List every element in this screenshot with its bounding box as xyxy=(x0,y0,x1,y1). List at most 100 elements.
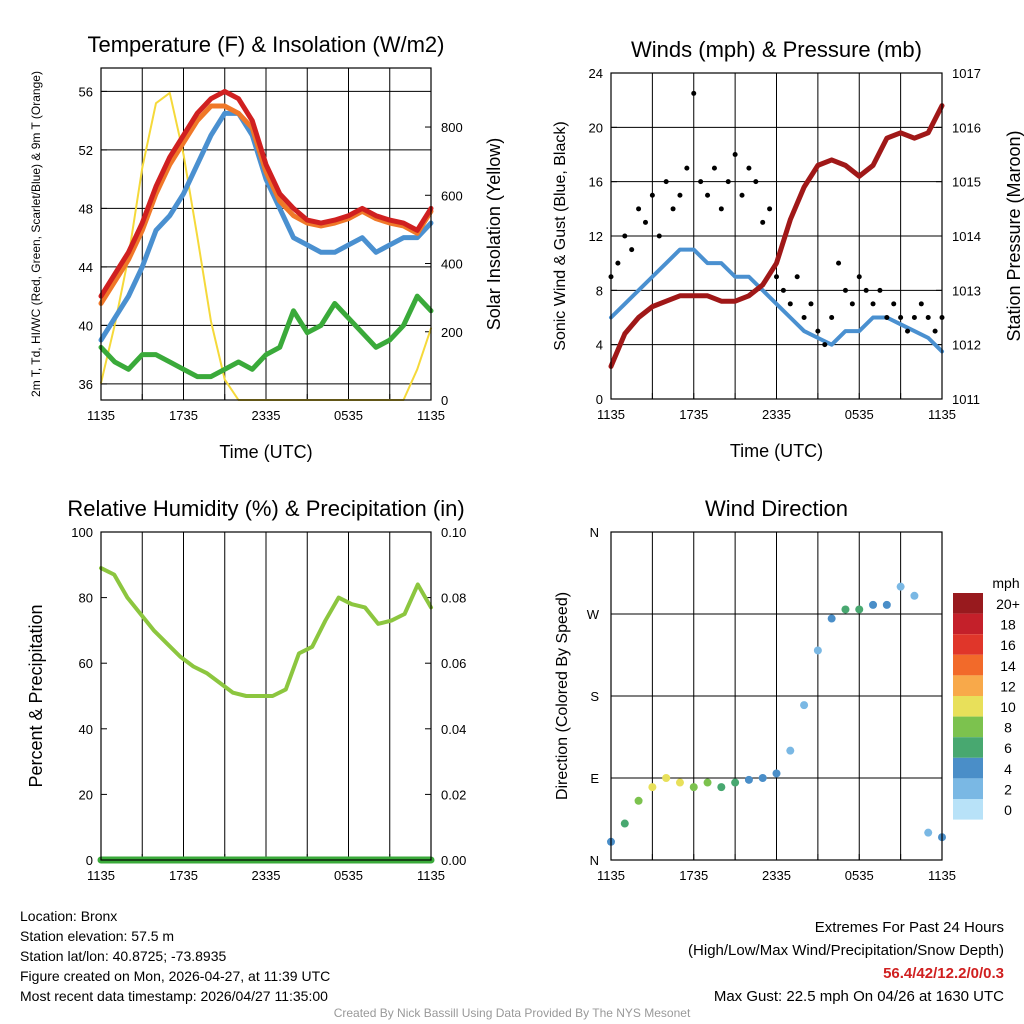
direction-point xyxy=(675,778,684,787)
legend-label: 6 xyxy=(1004,740,1012,756)
y2-tick-label: 1011 xyxy=(952,392,980,407)
legend-label: 18 xyxy=(1000,617,1016,633)
x-tick-label: 0535 xyxy=(845,868,874,883)
y-tick-label: 8 xyxy=(596,283,603,298)
y2-tick-label: 600 xyxy=(441,188,463,203)
y2-tick-label: 1013 xyxy=(952,283,981,298)
max-gust: Max Gust: 22.5 mph On 04/26 at 1630 UTC xyxy=(713,988,1004,1005)
x-tick-label: 2335 xyxy=(252,408,281,423)
y2-tick-label: 0.02 xyxy=(441,787,466,802)
x-tick-label: 1735 xyxy=(169,868,198,883)
gust-point xyxy=(877,287,883,293)
chart-title: Wind Direction xyxy=(705,496,848,521)
location: Location: Bronx xyxy=(20,908,118,924)
direction-point xyxy=(786,746,795,755)
direction-point xyxy=(827,614,836,623)
credit: Created By Nick Bassill Using Data Provi… xyxy=(333,1006,691,1020)
y-tick-label: W xyxy=(587,607,600,622)
y2-tick-label: 200 xyxy=(441,325,463,340)
y2-axis-label: Station Pressure (Maroon) xyxy=(1004,130,1024,341)
gust-point xyxy=(925,315,931,320)
legend-label: 10 xyxy=(1000,699,1016,715)
y-tick-label: E xyxy=(590,771,599,786)
y2-tick-label: 1017 xyxy=(952,66,981,81)
y-tick-label: 20 xyxy=(589,120,603,135)
extremes-values: 56.4/42/12.2/0/0.3 xyxy=(883,965,1004,982)
gust-point xyxy=(656,233,662,239)
legend-swatch xyxy=(953,675,983,696)
direction-point xyxy=(758,774,767,782)
series-2m-td xyxy=(98,293,434,380)
x-tick-label: 1135 xyxy=(597,407,625,422)
x-tick-label: 2335 xyxy=(252,868,281,883)
gust-point xyxy=(698,179,704,185)
legend-swatch xyxy=(953,716,983,738)
y2-tick-label: 0 xyxy=(441,393,448,408)
x-tick-label: 2335 xyxy=(762,407,791,422)
gust-point xyxy=(670,206,676,212)
elevation: Station elevation: 57.5 m xyxy=(20,928,175,944)
gust-point xyxy=(780,287,786,293)
gust-point xyxy=(642,219,648,225)
gust-point xyxy=(863,287,869,293)
direction-point xyxy=(800,701,809,710)
plot-border xyxy=(100,67,432,401)
x-tick-label: 1735 xyxy=(169,408,198,423)
gust-point xyxy=(684,165,690,171)
series-hi-wc xyxy=(98,110,434,343)
legend-swatch xyxy=(953,778,983,799)
legend-swatch xyxy=(953,613,983,635)
direction-point xyxy=(717,783,726,792)
x-tick-label: 1135 xyxy=(87,868,115,883)
direction-point xyxy=(634,796,643,805)
legend-label: 4 xyxy=(1004,761,1012,777)
y-tick-label: N xyxy=(590,853,599,868)
figure-created: Figure created on Mon, 2026-04-27, at 11… xyxy=(20,968,331,984)
direction-point xyxy=(910,591,919,600)
y-tick-label: 40 xyxy=(79,318,93,333)
gust-point xyxy=(815,328,821,334)
y-tick-label: 100 xyxy=(71,525,93,540)
direction-point xyxy=(841,605,850,614)
y-tick-label: 80 xyxy=(79,591,93,606)
y2-tick-label: 0.04 xyxy=(441,722,466,737)
gust-point xyxy=(649,192,655,198)
gust-point xyxy=(856,274,862,280)
chart-title: Temperature (F) & Insolation (W/m2) xyxy=(88,32,445,57)
x-tick-label: 2335 xyxy=(762,868,791,883)
gust-point xyxy=(615,260,621,266)
y2-tick-label: 1014 xyxy=(952,229,981,244)
y-tick-label: 40 xyxy=(79,722,93,737)
gust-point xyxy=(808,301,814,307)
direction-point xyxy=(772,769,781,778)
x-tick-label: 1135 xyxy=(417,408,445,423)
plot-border xyxy=(610,531,943,861)
y-tick-label: 60 xyxy=(79,656,93,671)
y2-axis-label: Solar Insolation (Yellow) xyxy=(484,138,504,330)
gust-point xyxy=(829,315,835,320)
gust-point xyxy=(884,315,890,320)
gust-point xyxy=(836,260,842,266)
series-relative-humidity xyxy=(99,566,433,698)
x-tick-label: 1135 xyxy=(928,407,956,422)
y2-tick-label: 0.06 xyxy=(441,656,466,671)
direction-point xyxy=(648,783,657,792)
y-axis-label: Percent & Precipitation xyxy=(26,604,46,787)
gust-point xyxy=(677,192,683,198)
direction-point xyxy=(855,605,864,614)
x-tick-label: 0535 xyxy=(334,868,363,883)
legend-label: 20+ xyxy=(996,596,1020,612)
y-tick-label: 48 xyxy=(79,201,93,216)
gust-point xyxy=(718,206,724,212)
gust-point xyxy=(622,233,628,239)
gust-point xyxy=(905,328,911,334)
chart-title: Winds (mph) & Pressure (mb) xyxy=(631,37,922,62)
y-tick-label: 52 xyxy=(79,143,93,158)
legend-swatch xyxy=(953,654,983,676)
gust-point xyxy=(787,301,793,307)
direction-point xyxy=(703,778,712,787)
legend-swatch xyxy=(953,757,983,779)
y-tick-label: 56 xyxy=(79,84,93,99)
gust-point xyxy=(911,315,917,320)
